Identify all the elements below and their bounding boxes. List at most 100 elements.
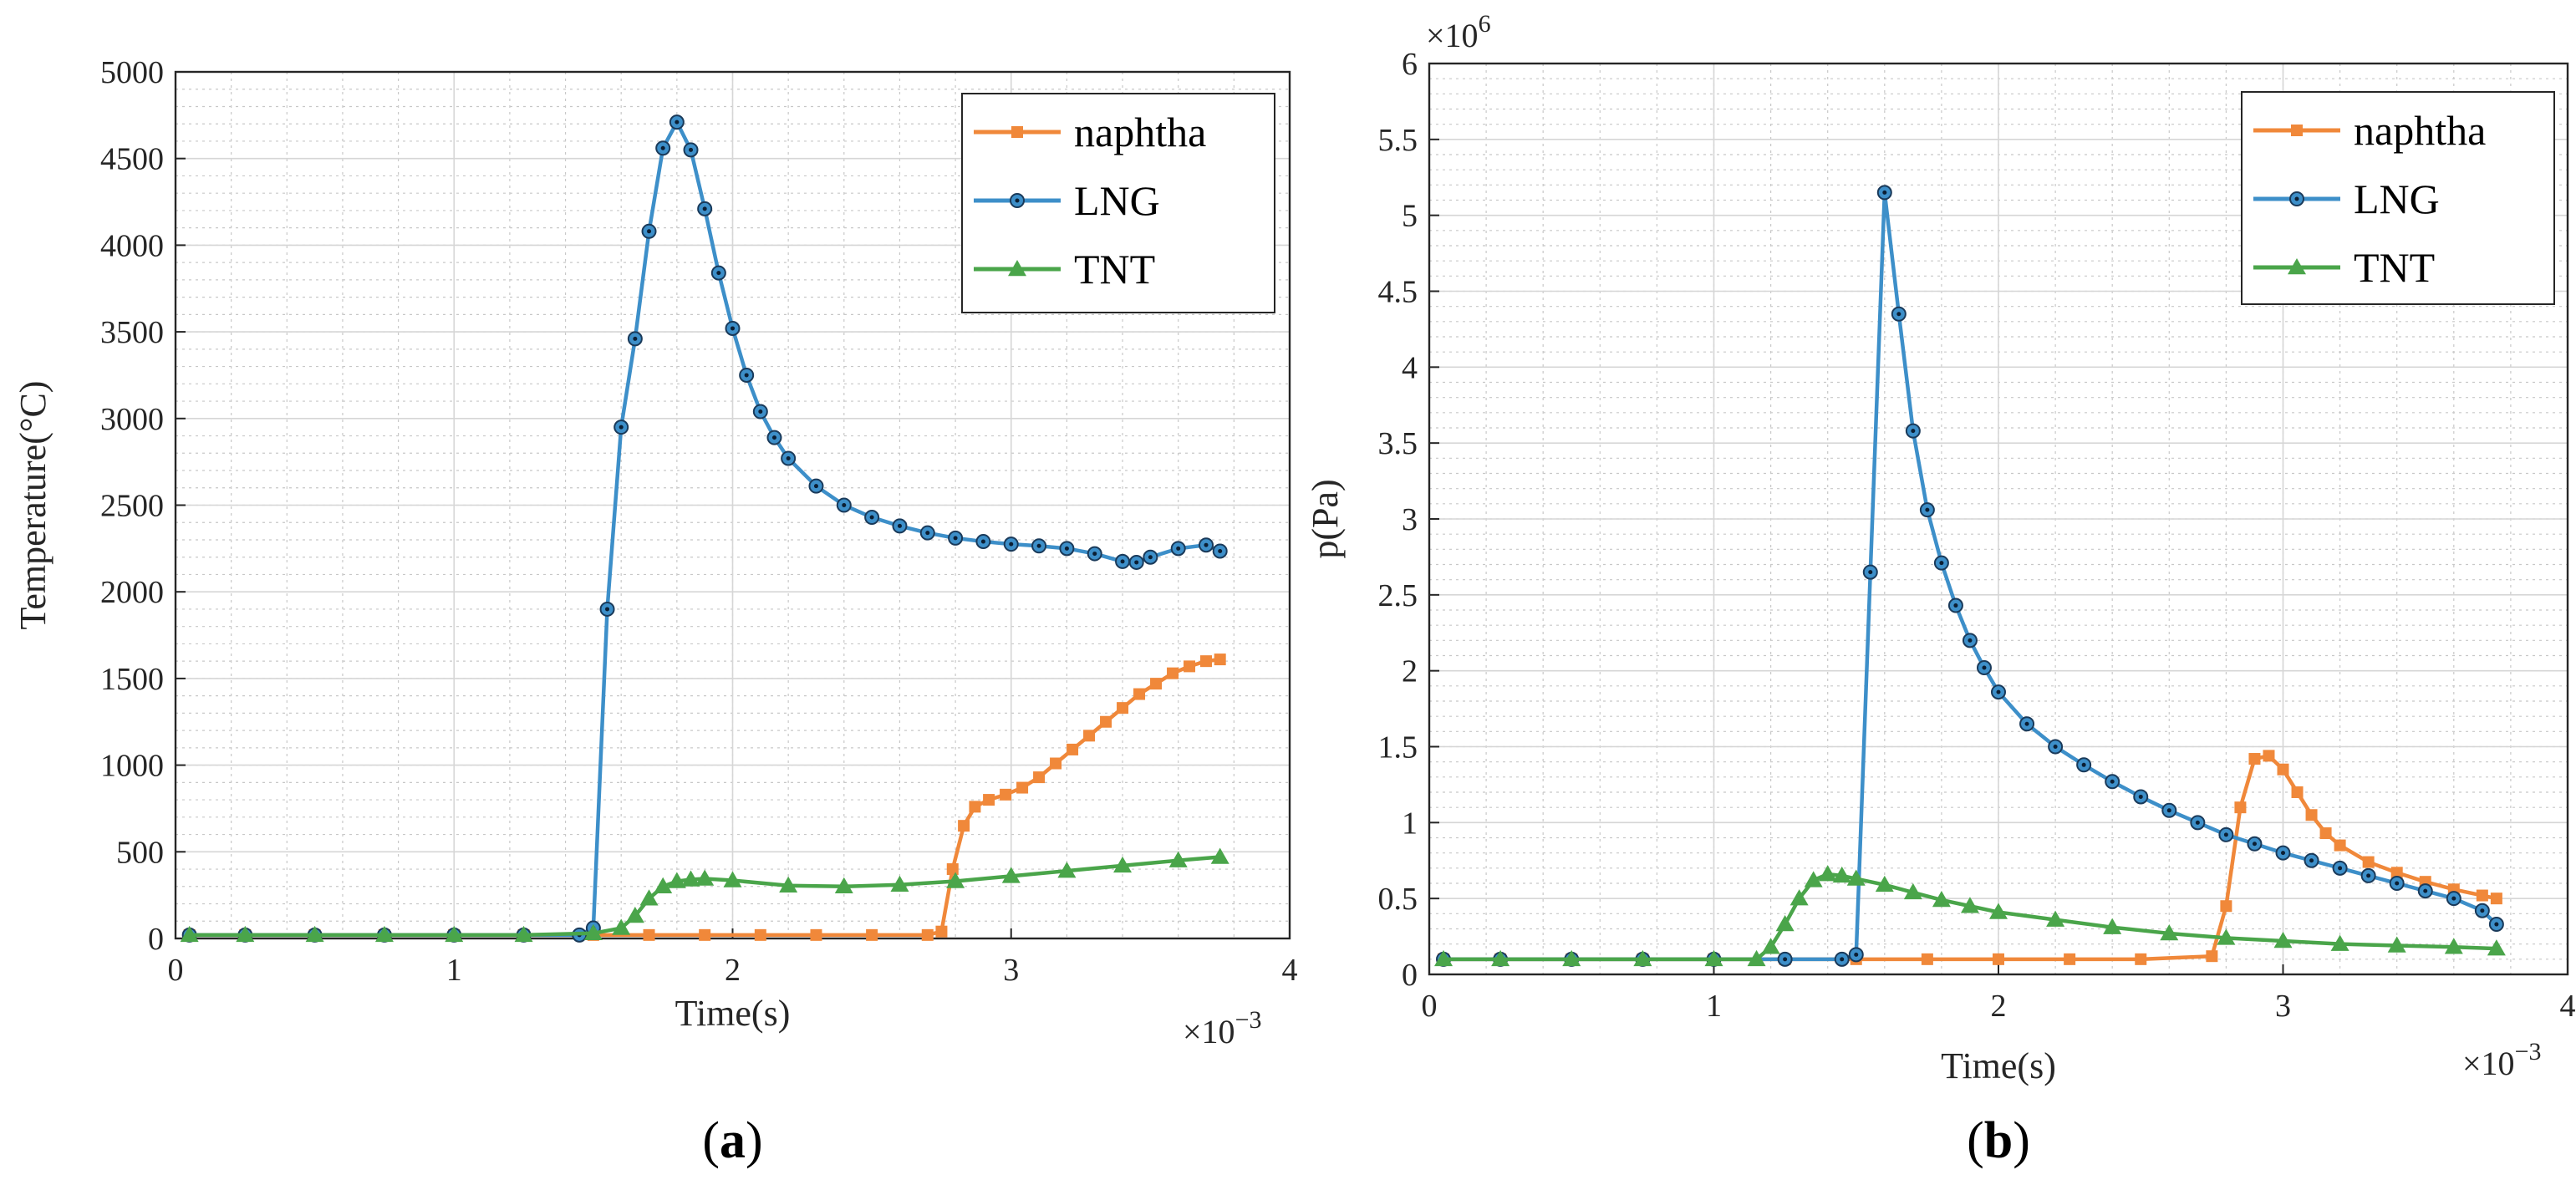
- data-point-lng-dot: [2338, 866, 2343, 871]
- data-point-naphtha: [921, 928, 934, 941]
- data-point-lng-dot: [1868, 570, 1873, 575]
- data-point-lng-dot: [771, 435, 776, 440]
- data-point-tnt: [305, 925, 324, 943]
- data-point-lng-dot: [689, 147, 694, 152]
- data-point-naphtha: [1200, 655, 1213, 668]
- y-axis-multiplier: ×106: [1426, 10, 1491, 54]
- data-point-naphtha: [1133, 688, 1146, 700]
- data-point-lng-dot: [2281, 851, 2285, 856]
- x-tick-label: 2: [1991, 989, 2007, 1024]
- data-point-naphtha: [2277, 763, 2289, 776]
- panel-label: (b): [1967, 1112, 2030, 1169]
- data-point-tnt: [723, 871, 742, 887]
- data-point-lng-dot: [2223, 832, 2228, 837]
- data-point-lng-dot: [2451, 896, 2456, 901]
- data-point-tnt: [1875, 875, 1894, 892]
- data-point-lng-dot: [1218, 548, 1223, 553]
- y-tick-label: 5000: [100, 55, 164, 90]
- data-point-naphtha: [2135, 953, 2147, 965]
- x-tick-label: 0: [1422, 989, 1438, 1024]
- data-point-lng-dot: [2138, 794, 2143, 799]
- y-tick-label: 0: [1402, 958, 1418, 993]
- data-point-tnt: [374, 925, 394, 943]
- data-point-lng-dot: [897, 523, 902, 528]
- data-point-naphtha: [2291, 786, 2304, 798]
- data-point-lng-dot: [2423, 888, 2428, 893]
- data-point-lng-dot: [2195, 820, 2200, 825]
- data-point-naphtha: [969, 801, 981, 813]
- data-point-lng-dot: [1120, 559, 1125, 564]
- data-point-naphtha: [1150, 678, 1163, 690]
- y-tick-label: 4000: [100, 228, 164, 263]
- data-point-lng-dot: [1911, 429, 1916, 434]
- data-point-tnt: [654, 877, 673, 894]
- data-point-tnt: [625, 907, 644, 923]
- data-point-lng-dot: [1953, 603, 1958, 608]
- series-line-tnt: [189, 855, 1220, 938]
- x-tick-label: 1: [446, 953, 462, 988]
- data-point-lng-dot: [786, 456, 791, 461]
- data-point-lng-dot: [2110, 779, 2115, 784]
- data-point-lng-dot: [2395, 881, 2400, 886]
- legend-swatch-marker: [2291, 125, 2303, 136]
- x-axis-multiplier: ×10−3: [2462, 1038, 2541, 1082]
- data-point-naphtha: [1214, 653, 1226, 666]
- data-point-tnt: [2103, 918, 2122, 934]
- data-point-lng-dot: [1882, 190, 1887, 195]
- data-point-tnt: [612, 918, 631, 935]
- y-tick-label: 2500: [100, 489, 164, 524]
- data-point-tnt: [1804, 871, 1823, 887]
- data-point-tnt: [1434, 949, 1453, 967]
- data-point-naphtha: [958, 820, 970, 832]
- data-point-naphtha: [2490, 892, 2502, 905]
- y-tick-label: 6: [1402, 47, 1418, 82]
- y-tick-label: 1: [1402, 806, 1418, 841]
- data-point-naphtha: [866, 928, 878, 941]
- data-point-naphtha: [935, 925, 948, 938]
- y-tick-label: 2.5: [1378, 578, 1418, 613]
- data-point-naphtha: [1050, 757, 1062, 770]
- data-point-lng-dot: [2252, 842, 2257, 847]
- data-point-tnt: [236, 925, 255, 943]
- legend-label: TNT: [1074, 246, 1155, 292]
- y-tick-label: 500: [116, 835, 164, 870]
- data-point-naphtha: [1067, 743, 1079, 755]
- data-point-naphtha: [1117, 702, 1129, 715]
- data-point-lng-dot: [1176, 546, 1181, 551]
- data-point-tnt: [667, 872, 686, 888]
- y-tick-label: 5: [1402, 199, 1418, 234]
- data-point-tnt: [639, 889, 659, 906]
- data-point-tnt: [890, 875, 909, 892]
- data-point-tnt: [1491, 949, 1510, 967]
- x-tick-label: 3: [1003, 953, 1019, 988]
- data-point-lng-dot: [2053, 745, 2058, 749]
- data-point-naphtha: [1167, 667, 1179, 679]
- data-point-lng-dot: [2024, 721, 2029, 726]
- data-point-naphtha: [643, 928, 655, 941]
- data-point-naphtha: [810, 928, 822, 941]
- data-point-lng-dot: [1996, 689, 2001, 694]
- data-point-lng-dot: [1925, 507, 1930, 512]
- x-axis-multiplier: ×10−3: [1183, 1006, 1261, 1050]
- y-tick-label: 3.5: [1378, 426, 1418, 461]
- data-point-tnt: [1932, 890, 1951, 908]
- data-point-naphtha: [2305, 809, 2318, 821]
- data-point-naphtha: [1993, 953, 2004, 965]
- data-point-lng-dot: [660, 145, 665, 150]
- legend-swatch-marker-dot: [1015, 198, 1020, 203]
- x-tick-label: 4: [2560, 989, 2576, 1024]
- data-point-naphtha: [2220, 900, 2232, 913]
- data-point-naphtha: [2206, 950, 2218, 963]
- y-tick-label: 1.5: [1378, 730, 1418, 765]
- data-point-lng-dot: [758, 409, 763, 414]
- legend-swatch-marker: [1011, 126, 1023, 138]
- y-tick-label: 2000: [100, 575, 164, 610]
- data-point-lng-dot: [842, 503, 847, 507]
- y-axis-title: Temperature(°C): [13, 381, 53, 630]
- data-point-tnt: [1747, 949, 1766, 967]
- data-point-tnt: [779, 876, 798, 892]
- legend-label: LNG: [1074, 177, 1160, 224]
- data-point-tnt: [1113, 856, 1133, 873]
- data-point-lng-dot: [1092, 552, 1097, 557]
- data-point-lng-dot: [1134, 560, 1139, 565]
